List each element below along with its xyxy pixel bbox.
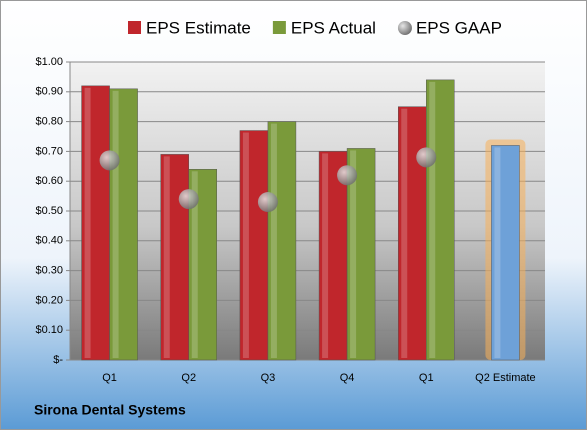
gaap-point (416, 147, 437, 168)
legend-label: EPS GAAP (416, 18, 502, 37)
y-tick-label: $0.10 (35, 324, 63, 336)
bar-shine (270, 123, 277, 358)
bar-shine (163, 156, 170, 358)
bar-shine (429, 81, 436, 358)
x-tick-label: Q3 (261, 372, 276, 384)
bar-shine (322, 153, 329, 358)
bar-shine (84, 87, 91, 358)
y-tick-label: $0.20 (35, 294, 63, 306)
x-tick-label: Q1 (419, 372, 434, 384)
bar (491, 145, 520, 361)
bar-shine (401, 108, 408, 358)
y-tick-label: $0.60 (35, 175, 63, 187)
x-tick-label: Q2 Estimate (475, 372, 536, 384)
gaap-point (99, 150, 120, 171)
bar (239, 130, 269, 361)
y-tick-label: $- (53, 354, 63, 366)
bar-shine (112, 90, 119, 358)
gaap-point (178, 189, 199, 210)
bar-shine (350, 150, 357, 358)
y-tick-label: $0.50 (35, 205, 63, 217)
bar-shine (242, 132, 249, 358)
bar-shine (494, 147, 501, 358)
legend-label: EPS Actual (291, 18, 376, 37)
legend-marker (128, 21, 141, 34)
bar (109, 88, 138, 361)
gaap-point (337, 165, 358, 186)
x-tick-label: Q2 (181, 372, 196, 384)
y-tick-label: $0.80 (35, 116, 63, 128)
bar (81, 85, 110, 361)
bar (426, 79, 455, 361)
legend-marker (272, 21, 286, 34)
footer: Sirona Dental Systems (34, 402, 186, 418)
legend-marker (397, 21, 412, 35)
x-tick-label: Q1 (102, 372, 117, 384)
y-tick-label: $0.90 (35, 86, 63, 98)
bar (160, 154, 189, 361)
y-tick-label: $0.70 (35, 145, 63, 157)
y-tick-label: $0.40 (35, 235, 63, 247)
y-tick-label: $1.00 (35, 56, 63, 68)
y-tick-label: $0.30 (35, 265, 63, 277)
x-tick-label: Q4 (340, 372, 355, 384)
bar (267, 121, 297, 361)
bar-shine (191, 171, 198, 358)
gaap-point (257, 192, 278, 213)
legend-label: EPS Estimate (146, 18, 251, 37)
